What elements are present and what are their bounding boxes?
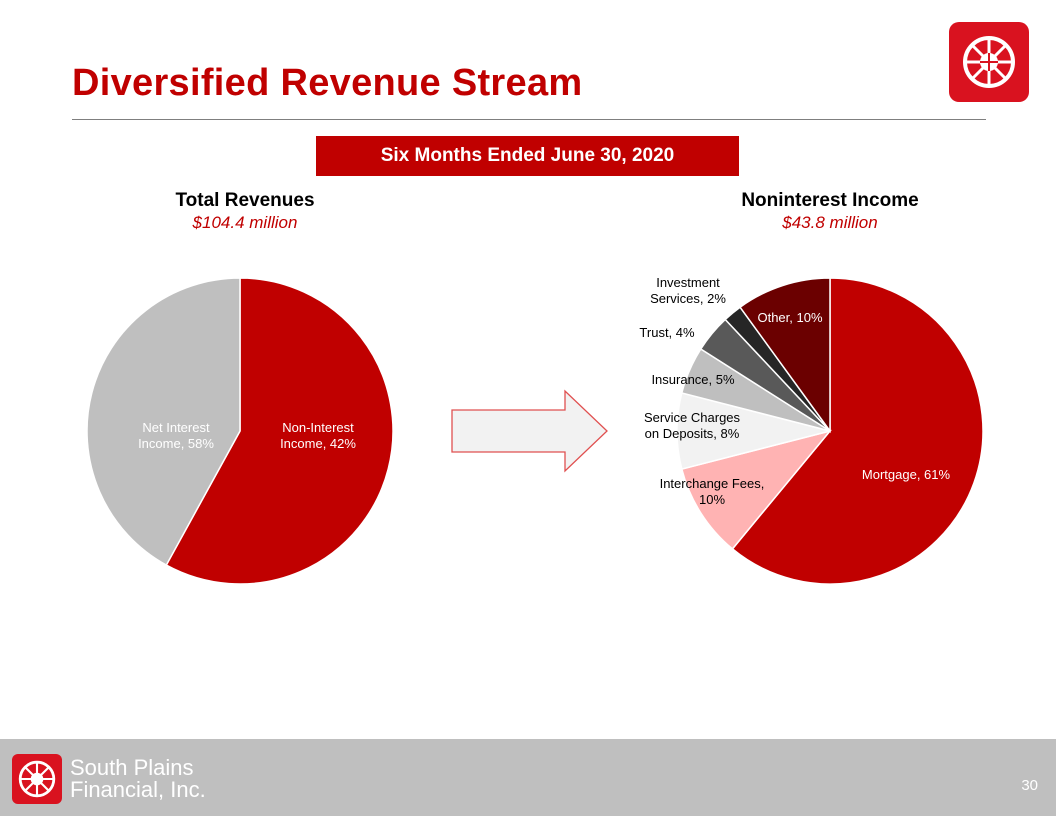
pie-label-investment-services-2: Investment Services, 2% [650, 275, 726, 306]
footer-bar: South Plains Financial, Inc. 30 [0, 739, 1056, 816]
pie-slice-other-10 [739, 277, 831, 434]
slide-title: Diversified Revenue Stream [72, 62, 583, 104]
pie-label-service-charges-on-deposits-8: Service Charges on Deposits, 8% [644, 410, 741, 441]
total-revenues-amount: $104.4 million [192, 213, 298, 232]
pie-slice-mortgage-61 [731, 277, 984, 585]
right-arrow-icon [451, 389, 608, 473]
pie-label-other-10: Other, 10% [757, 310, 822, 325]
page-number: 30 [1021, 777, 1038, 794]
pie-label-interchange-fees-10: Interchange Fees, 10% [660, 476, 765, 507]
pie-slice-non-interest-income-42 [86, 277, 241, 567]
title-divider [72, 119, 986, 120]
noninterest-income-amount: $43.8 million [782, 213, 878, 232]
wheel-logo-icon [18, 760, 56, 798]
pie-label-non-interest-income-42: Non-Interest Income, 42% [280, 420, 356, 451]
pie-label-insurance-5: Insurance, 5% [651, 372, 735, 387]
wheel-logo-icon [963, 36, 1015, 88]
company-name: South Plains Financial, Inc. [70, 757, 206, 801]
noninterest-income-title: Noninterest Income [741, 190, 919, 211]
pie-label-mortgage-61: Mortgage, 61% [862, 467, 951, 482]
period-banner: Six Months Ended June 30, 2020 [316, 136, 739, 176]
noninterest-income-pie: Mortgage, 61% Interchange Fees, 10% Service… [639, 275, 984, 585]
company-name-line2: Financial, Inc. [70, 777, 206, 802]
pie-charts: Net Interest Income, 58% Non-Interest Incom… [86, 275, 984, 585]
company-name-line1: South Plains [70, 755, 194, 780]
pie-label-net-interest-income-58: Net Interest Income, 58% [138, 420, 214, 451]
pie-slice-net-interest-income-58 [165, 277, 394, 585]
noninterest-income-heading: Noninterest Income $43.8 million [680, 189, 980, 234]
pie-label-trust-4: Trust, 4% [639, 325, 695, 340]
total-revenues-title: Total Revenues [175, 190, 315, 211]
total-revenues-heading: Total Revenues $104.4 million [95, 189, 395, 234]
company-logo [949, 22, 1029, 102]
total-revenues-pie: Net Interest Income, 58% Non-Interest Incom… [86, 277, 394, 585]
pie-slice-interchange-fees-10 [680, 429, 833, 550]
footer-logo [12, 754, 62, 804]
